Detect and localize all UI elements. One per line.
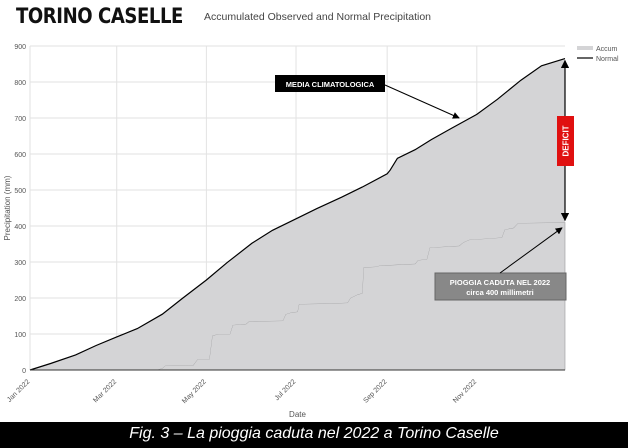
deficit-box bbox=[557, 116, 574, 166]
normal-series bbox=[29, 58, 566, 371]
pioggia-caduta-box bbox=[434, 272, 567, 301]
deficit-region bbox=[30, 58, 565, 370]
precipitation-chart: 0 100 200 300 400 500 600 700 800 900 Jan 2022 Mar … bbox=[3, 44, 619, 419]
y-tick-label: 800 bbox=[14, 80, 26, 87]
media-climatologica-label: MEDIA CLIMATOLOGICA bbox=[286, 80, 375, 89]
caption-bar: Fig. 3 – La pioggia caduta nel 2022 a To… bbox=[0, 422, 628, 448]
x-tick-label: Sep 2022 bbox=[362, 378, 388, 404]
chart-subtitle: Accumulated Observed and Normal Precipit… bbox=[204, 11, 432, 23]
y-tick-label: 0 bbox=[22, 368, 26, 375]
annotations: MEDIA CLIMATOLOGICA PIOGGIA CADUTA NEL 2… bbox=[275, 59, 574, 301]
x-tick-label: Jul 2022 bbox=[274, 378, 298, 402]
accum-series bbox=[30, 58, 566, 371]
y-tick-label: 400 bbox=[14, 224, 26, 231]
legend-label-normal: Normal bbox=[596, 56, 619, 63]
pioggia-caduta-line2: circa 400 millimetri bbox=[466, 288, 534, 297]
station-title: TORINO CASELLE bbox=[16, 4, 183, 28]
y-tick-label: 100 bbox=[14, 332, 26, 339]
x-tick-label: Nov 2022 bbox=[452, 378, 478, 404]
media-climatologica-box bbox=[275, 75, 385, 92]
y-tick-label: 500 bbox=[14, 188, 26, 195]
x-tick-label: Mar 2022 bbox=[92, 378, 118, 404]
x-axis-title: Date bbox=[289, 410, 306, 419]
figure-caption: Fig. 3 – La pioggia caduta nel 2022 a To… bbox=[129, 425, 499, 442]
legend-label-accum: Accum bbox=[596, 46, 618, 53]
legend: Accum Normal bbox=[577, 46, 619, 63]
x-tick-label: Jan 2022 bbox=[6, 378, 31, 403]
normal-line bbox=[29, 58, 566, 371]
legend-swatch-accum bbox=[577, 46, 593, 50]
pioggia-arrow bbox=[499, 227, 563, 274]
media-arrow bbox=[384, 84, 460, 119]
y-tick-label: 300 bbox=[14, 260, 26, 267]
y-tick-label: 600 bbox=[14, 152, 26, 159]
x-tick-label: May 2022 bbox=[181, 378, 208, 405]
y-tick-label: 200 bbox=[14, 296, 26, 303]
pioggia-caduta-line1: PIOGGIA CADUTA NEL 2022 bbox=[450, 278, 550, 287]
y-tick-label: 700 bbox=[14, 116, 26, 123]
y-axis-title: Precipitation (mm) bbox=[3, 175, 12, 240]
deficit-label: DEFICIT bbox=[562, 125, 571, 156]
y-tick-label: 900 bbox=[14, 44, 26, 51]
